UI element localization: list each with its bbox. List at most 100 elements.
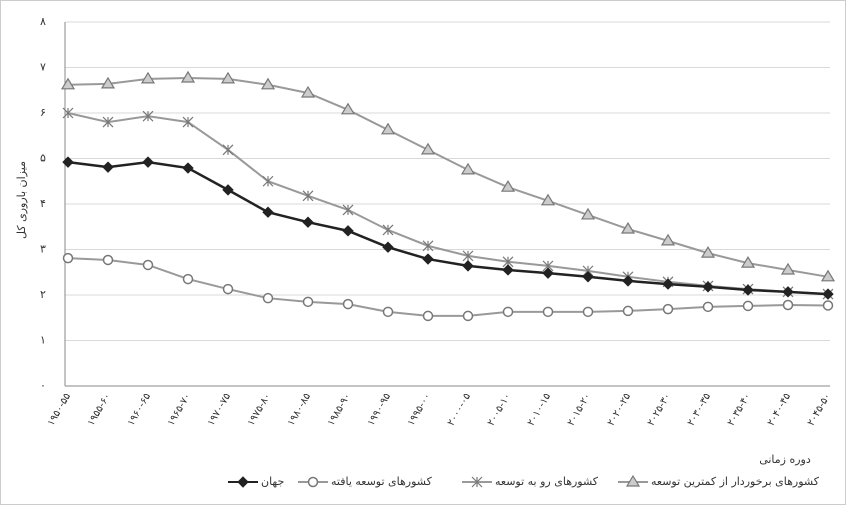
marker-shape bbox=[822, 300, 834, 311]
marker bbox=[700, 245, 716, 258]
marker-shape bbox=[702, 301, 714, 313]
legend-item: جهان bbox=[228, 475, 284, 488]
marker bbox=[660, 233, 676, 246]
marker bbox=[262, 175, 274, 187]
marker-shape bbox=[342, 204, 354, 216]
marker-shape bbox=[262, 175, 274, 187]
legend-label: کشورهای رو به توسعه bbox=[495, 475, 599, 488]
marker-shape bbox=[300, 85, 316, 98]
marker-shape bbox=[820, 269, 836, 282]
marker-shape bbox=[302, 190, 314, 202]
marker bbox=[142, 156, 154, 168]
marker-shape bbox=[382, 241, 394, 253]
marker bbox=[102, 161, 114, 173]
marker bbox=[222, 283, 234, 295]
marker-shape bbox=[420, 142, 436, 155]
marker bbox=[622, 275, 634, 287]
marker bbox=[382, 241, 394, 253]
marker bbox=[625, 474, 641, 487]
y-tick-label: ۲ bbox=[40, 288, 46, 301]
marker bbox=[742, 300, 754, 312]
marker-shape bbox=[100, 76, 116, 89]
marker bbox=[540, 193, 556, 206]
marker bbox=[237, 476, 249, 488]
marker-shape bbox=[182, 162, 194, 174]
y-axis-title: میزان باروری کل bbox=[15, 161, 28, 239]
marker-shape bbox=[220, 71, 236, 84]
marker bbox=[420, 142, 436, 155]
marker bbox=[702, 281, 714, 293]
marker-shape bbox=[660, 233, 676, 246]
marker-shape bbox=[62, 107, 74, 119]
series-line bbox=[67, 76, 829, 278]
marker bbox=[822, 300, 834, 311]
marker bbox=[302, 190, 314, 202]
marker bbox=[382, 306, 394, 318]
marker bbox=[742, 284, 754, 296]
marker bbox=[422, 240, 434, 252]
marker-shape bbox=[102, 161, 114, 173]
marker bbox=[422, 253, 434, 265]
marker bbox=[471, 476, 483, 488]
marker-shape bbox=[142, 110, 154, 122]
marker-shape bbox=[140, 71, 156, 84]
marker bbox=[102, 254, 114, 266]
marker-shape bbox=[62, 156, 74, 168]
marker bbox=[182, 273, 194, 285]
marker-shape bbox=[222, 283, 234, 295]
marker bbox=[462, 260, 474, 272]
marker bbox=[542, 306, 554, 318]
marker bbox=[100, 76, 116, 89]
marker-shape bbox=[382, 306, 394, 318]
marker-shape bbox=[502, 264, 514, 276]
marker bbox=[260, 77, 276, 90]
marker-shape bbox=[782, 299, 794, 311]
marker bbox=[500, 179, 516, 192]
marker bbox=[340, 102, 356, 115]
marker-shape bbox=[342, 298, 354, 310]
marker-shape bbox=[460, 162, 476, 175]
marker-shape bbox=[62, 252, 74, 264]
marker bbox=[462, 310, 474, 322]
marker-shape bbox=[262, 206, 274, 218]
marker-shape bbox=[102, 116, 114, 128]
marker bbox=[62, 156, 74, 168]
marker bbox=[300, 85, 316, 98]
marker bbox=[620, 221, 636, 234]
marker-shape bbox=[662, 303, 674, 315]
marker bbox=[580, 207, 596, 220]
y-tick-label: ۳ bbox=[40, 243, 46, 256]
marker bbox=[822, 288, 834, 300]
marker bbox=[582, 306, 594, 318]
marker bbox=[62, 107, 74, 119]
y-tick-label: ۷ bbox=[40, 61, 46, 74]
marker-shape bbox=[342, 225, 354, 237]
marker bbox=[422, 310, 434, 322]
marker-shape bbox=[742, 284, 754, 296]
marker bbox=[262, 206, 274, 218]
y-tick-label: ۸ bbox=[40, 15, 46, 28]
marker bbox=[702, 301, 714, 313]
marker bbox=[342, 204, 354, 216]
marker-shape bbox=[462, 250, 474, 262]
marker-shape bbox=[500, 179, 516, 192]
legend-item: کشورهای رو به توسعه bbox=[462, 475, 599, 488]
marker bbox=[182, 116, 194, 128]
marker bbox=[460, 162, 476, 175]
marker-shape bbox=[307, 476, 319, 488]
marker-shape bbox=[422, 310, 434, 322]
y-tick-label: ۰ bbox=[40, 379, 46, 392]
marker-shape bbox=[580, 207, 596, 220]
marker-shape bbox=[542, 306, 554, 318]
marker bbox=[222, 144, 234, 156]
marker bbox=[622, 305, 634, 317]
marker bbox=[740, 255, 756, 268]
y-tick-label: ۴ bbox=[40, 197, 46, 210]
marker bbox=[342, 225, 354, 237]
marker bbox=[502, 264, 514, 276]
marker-shape bbox=[582, 306, 594, 318]
marker-shape bbox=[422, 240, 434, 252]
marker-shape bbox=[222, 184, 234, 196]
marker bbox=[180, 70, 196, 83]
